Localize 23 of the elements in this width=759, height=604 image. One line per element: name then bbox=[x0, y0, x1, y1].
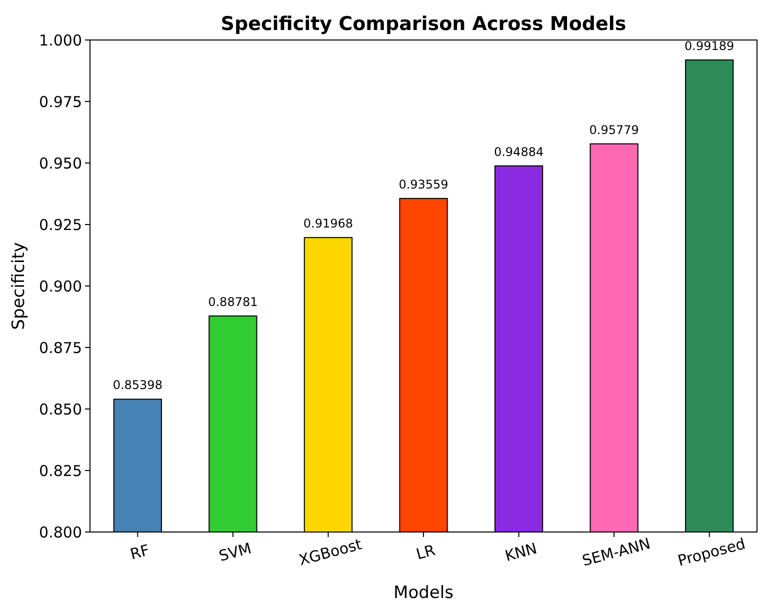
y-tick-label: 0.850 bbox=[39, 400, 82, 418]
data-label: 0.91968 bbox=[303, 216, 354, 231]
data-label: 0.85398 bbox=[112, 378, 162, 392]
y-axis-title: Specificity bbox=[9, 242, 29, 330]
chart-title: Specificity Comparison Across Models bbox=[220, 13, 626, 35]
data-label: 0.95779 bbox=[589, 122, 639, 137]
x-tick-label: KNN bbox=[503, 539, 539, 566]
y-tick-label: 0.800 bbox=[39, 523, 82, 542]
y-tick-label: 0.950 bbox=[39, 154, 82, 172]
data-label: 0.99189 bbox=[684, 38, 734, 53]
y-tick-label: 0.825 bbox=[39, 462, 82, 480]
data-label: 0.88781 bbox=[208, 294, 258, 309]
y-tick-label: 1.000 bbox=[39, 31, 82, 50]
y-tick-label: 0.975 bbox=[39, 92, 82, 111]
x-tick-label: LR bbox=[414, 541, 438, 564]
y-tick-label: 0.900 bbox=[39, 277, 82, 296]
data-label: 0.94884 bbox=[494, 144, 544, 159]
x-axis-title: Models bbox=[394, 583, 454, 603]
x-tick-label: RF bbox=[128, 541, 152, 564]
y-tick-label: 0.925 bbox=[39, 216, 82, 234]
data-label: 0.93559 bbox=[398, 177, 448, 192]
y-tick-label: 0.875 bbox=[39, 338, 82, 357]
x-tick-label: SVM bbox=[216, 539, 254, 566]
